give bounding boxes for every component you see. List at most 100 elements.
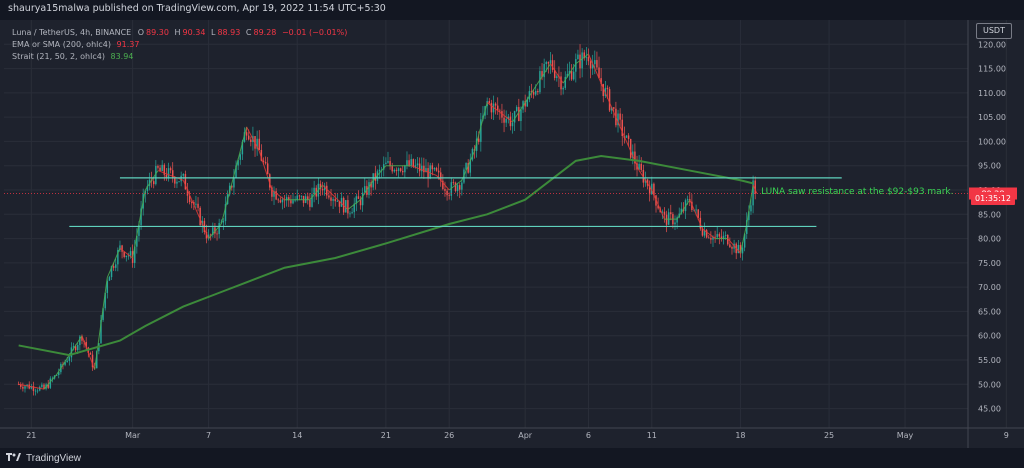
- candle-down: [547, 62, 550, 64]
- candle-up: [429, 165, 431, 179]
- tradingview-logo[interactable]: TradingView: [6, 452, 81, 464]
- strait-segment: [309, 184, 323, 201]
- y-tick-label: 105.00: [978, 113, 1006, 122]
- candle-up: [176, 181, 178, 184]
- candle-up: [416, 163, 419, 166]
- candle-up: [680, 208, 683, 214]
- candle-up: [273, 191, 275, 197]
- strait-segment: [613, 112, 627, 142]
- candle-up: [695, 209, 697, 211]
- publish-info: shaurya15malwa published on TradingView.…: [8, 3, 386, 14]
- candle-up: [292, 200, 294, 204]
- candle-down: [399, 168, 402, 171]
- candle-up: [572, 71, 575, 80]
- candle-up: [58, 372, 60, 376]
- candle-down: [328, 195, 330, 198]
- candle-down: [389, 161, 391, 167]
- candle-up: [686, 199, 689, 201]
- candle-up: [393, 169, 396, 172]
- ema-value: 91.37: [116, 40, 140, 49]
- candle-up: [748, 211, 750, 221]
- candle-up: [461, 182, 463, 190]
- candle-up: [138, 225, 140, 236]
- candle-up: [239, 154, 241, 160]
- publish-bar: shaurya15malwa published on TradingView.…: [0, 0, 1024, 20]
- candle-down: [589, 61, 592, 69]
- candle-up: [66, 360, 68, 363]
- candle-up: [543, 63, 545, 78]
- ema-row[interactable]: EMA or SMA (200, ohlc4) 91.37: [12, 39, 347, 51]
- candle-up: [716, 234, 718, 238]
- strait-segment: [486, 102, 501, 113]
- candle-up: [465, 163, 467, 170]
- candle-up: [515, 107, 518, 112]
- candle-up: [469, 159, 472, 173]
- candle-down: [541, 71, 543, 78]
- symbol-row: Luna / TetherUS, 4h, BINANCE O 89.30 H 90.…: [12, 27, 347, 39]
- tradingview-logo-icon: [6, 453, 21, 461]
- candle-up: [64, 362, 66, 365]
- currency-button[interactable]: USDT: [976, 23, 1012, 39]
- candle-down: [648, 185, 651, 195]
- candle-down: [275, 191, 277, 200]
- candle-down: [621, 119, 623, 137]
- candle-up: [235, 165, 237, 178]
- candle-up: [651, 183, 653, 195]
- chart-area[interactable]: 45.00 50.00 55.00 60.00 65.00 70.00 75.00 80.00…: [0, 20, 1024, 448]
- candle-down: [587, 57, 590, 62]
- candle-up: [577, 54, 579, 60]
- strait-segment: [512, 102, 526, 123]
- candle-up: [96, 351, 98, 369]
- candle-down: [710, 237, 712, 240]
- candle-up: [349, 213, 351, 215]
- candle-up: [712, 236, 714, 240]
- candle-up: [311, 194, 313, 207]
- candle-up: [119, 245, 121, 251]
- candle-up: [241, 141, 244, 155]
- price-chart[interactable]: 45.00 50.00 55.00 60.00 65.00 70.00 75.00 80.00…: [0, 20, 1024, 448]
- candle-up: [625, 135, 628, 138]
- candle-up: [133, 246, 136, 263]
- candle-down: [32, 386, 35, 391]
- candle-up: [127, 255, 130, 257]
- candle-down: [570, 70, 573, 80]
- candle-up: [534, 90, 537, 95]
- y-tick-label: 120.00: [978, 40, 1006, 49]
- low-value: 88.93: [217, 28, 241, 37]
- candle-down: [446, 190, 448, 196]
- candle-down: [123, 251, 125, 258]
- strait-row[interactable]: Strait (21, 50, 2, ohlc4) 83.94: [12, 51, 347, 63]
- candle-down: [231, 185, 233, 188]
- candle-up: [180, 175, 182, 182]
- x-tick-label: Apr: [518, 431, 533, 440]
- candle-down: [701, 228, 704, 236]
- candle-up: [104, 292, 106, 309]
- candle-up: [108, 277, 111, 281]
- candle-up: [243, 132, 246, 142]
- candle-up: [182, 174, 185, 176]
- candle-up: [340, 197, 343, 207]
- strait-segment: [411, 165, 437, 176]
- candle-up: [345, 200, 347, 213]
- candle-down: [608, 89, 611, 111]
- candle-down: [431, 165, 434, 170]
- candle-up: [368, 182, 370, 195]
- candle-up: [661, 211, 664, 213]
- candle-down: [705, 230, 708, 238]
- candle-up: [72, 346, 75, 348]
- strait-segment: [258, 150, 273, 191]
- candle-up: [511, 122, 514, 127]
- candle-down: [665, 214, 668, 225]
- candle-up: [397, 168, 400, 172]
- candle-up: [425, 168, 427, 173]
- candle-up: [323, 185, 326, 191]
- candle-down: [214, 227, 216, 234]
- candle-down: [269, 174, 271, 188]
- candle-down: [258, 138, 260, 150]
- candle-down: [467, 163, 469, 173]
- candle-down: [503, 117, 505, 123]
- candle-up: [750, 205, 752, 212]
- candle-down: [408, 160, 410, 166]
- candle-down: [184, 174, 187, 190]
- candle-down: [496, 105, 499, 111]
